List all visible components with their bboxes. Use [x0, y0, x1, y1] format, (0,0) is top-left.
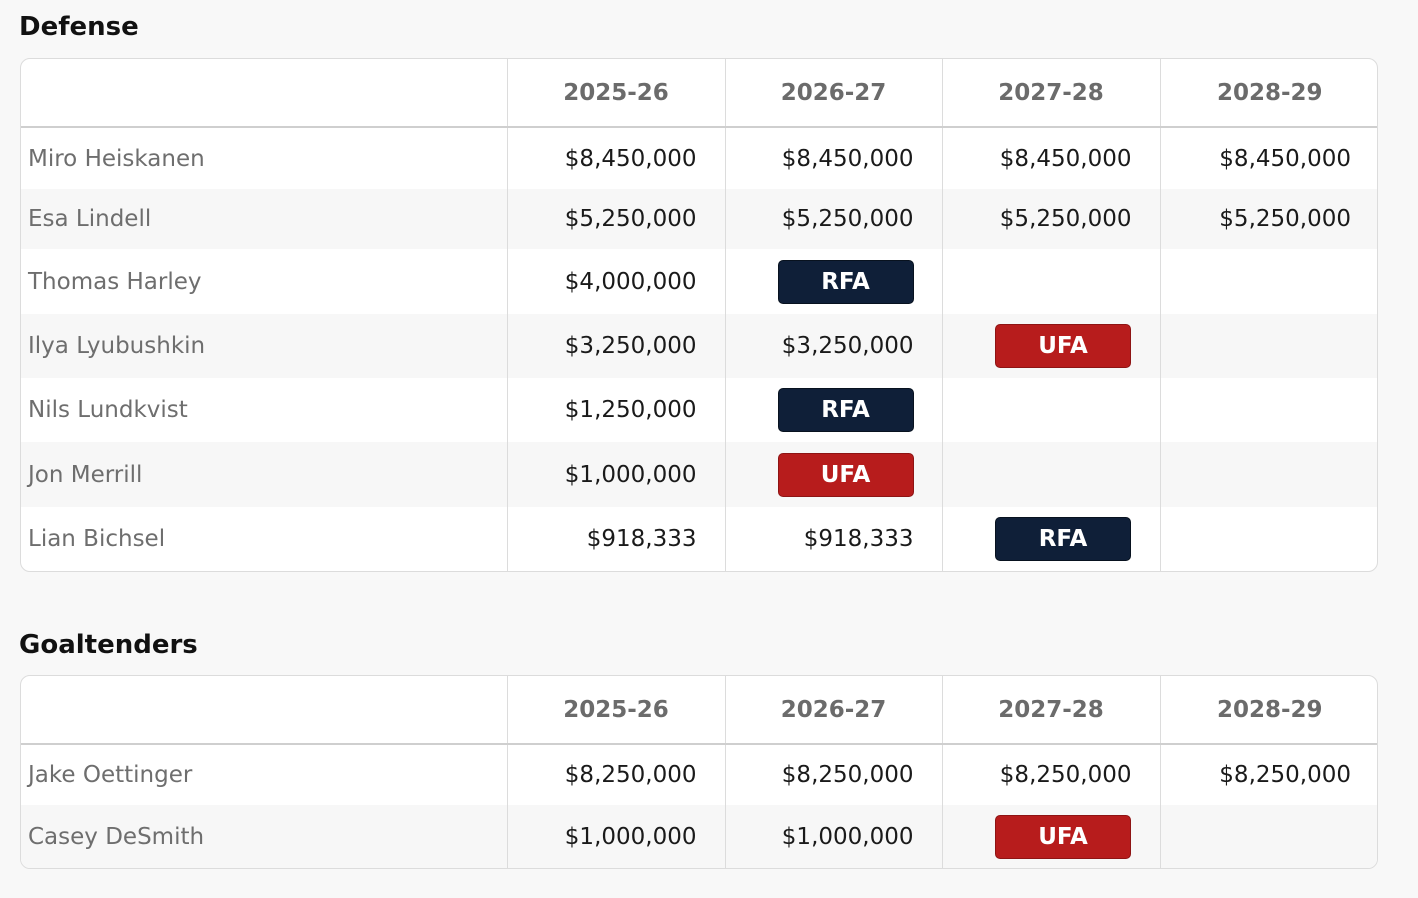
salary-cell: $1,000,000 [506, 442, 725, 507]
table-row: Lian Bichsel $918,333 $918,333 RFA [21, 507, 1377, 571]
empty-cell [941, 442, 1160, 507]
salary-cell: $5,250,000 [1159, 189, 1377, 249]
status-cell: RFA [724, 249, 942, 314]
goaltenders-table: 2025-26 2026-27 2027-28 2028-29 Jake Oet… [21, 676, 1377, 868]
defense-table: 2025-26 2026-27 2027-28 2028-29 Miro Hei… [21, 59, 1377, 571]
rfa-badge: RFA [777, 259, 914, 304]
table-row: Jake Oettinger $8,250,000 $8,250,000 $8,250… [21, 744, 1377, 805]
table-row: Miro Heiskanen $8,450,000 $8,450,000 $8,450… [21, 127, 1377, 189]
table-row: Ilya Lyubushkin $3,250,000 $3,250,000 UFA [21, 314, 1377, 378]
player-name-link[interactable]: Miro Heiskanen [28, 145, 205, 172]
status-cell: UFA [941, 805, 1160, 868]
player-name-link[interactable]: Jon Merrill [21, 442, 507, 507]
table-row: Jon Merrill $1,000,000 UFA [21, 442, 1377, 507]
empty-cell [1159, 507, 1377, 571]
section-title-goaltenders: Goaltenders [19, 630, 198, 660]
ufa-badge: UFA [995, 324, 1131, 368]
salary-cell: $5,250,000 [941, 189, 1160, 249]
defense-table-body: Miro Heiskanen $8,450,000 $8,450,000 $8,450… [21, 127, 1377, 571]
salary-cell: $5,250,000 [506, 189, 725, 249]
defense-table-card: 2025-26 2026-27 2027-28 2028-29 Miro Hei… [20, 58, 1378, 572]
salary-cell: $918,333 [724, 507, 942, 571]
empty-cell [1159, 442, 1377, 507]
header-player [21, 59, 507, 128]
table-header-row: 2025-26 2026-27 2027-28 2028-29 [21, 59, 1377, 128]
player-name-link[interactable]: Ilya Lyubushkin [21, 314, 507, 378]
salary-cell: $5,250,000 [724, 189, 942, 249]
salary-cell: $1,000,000 [506, 805, 725, 868]
table-header-row: 2025-26 2026-27 2027-28 2028-29 [21, 676, 1377, 745]
status-cell: UFA [724, 442, 942, 507]
empty-cell [1159, 314, 1377, 378]
salary-cell: $8,450,000 [506, 127, 725, 189]
ufa-badge: UFA [777, 452, 914, 497]
salary-cell: $4,000,000 [506, 249, 725, 314]
table-row: Esa Lindell $5,250,000 $5,250,000 $5,250,00… [21, 189, 1377, 249]
salary-cell: $3,250,000 [724, 314, 942, 378]
salary-cell: $8,250,000 [941, 744, 1160, 805]
empty-cell [1159, 378, 1377, 442]
player-name-link[interactable]: Thomas Harley [28, 268, 202, 295]
header-season[interactable]: 2027-28 [941, 59, 1160, 128]
empty-cell [941, 249, 1160, 314]
status-cell: UFA [941, 314, 1160, 378]
header-season[interactable]: 2028-29 [1159, 676, 1377, 745]
player-name-link[interactable]: Nils Lundkvist [28, 397, 188, 423]
empty-cell [1159, 805, 1377, 868]
header-season[interactable]: 2025-26 [506, 59, 725, 128]
header-season[interactable]: 2026-27 [724, 59, 942, 128]
goaltenders-table-card: 2025-26 2026-27 2027-28 2028-29 Jake Oet… [20, 675, 1378, 869]
player-name-link[interactable]: Lian Bichsel [28, 526, 166, 552]
salary-cell: $8,450,000 [941, 127, 1160, 189]
rfa-badge: RFA [777, 388, 914, 432]
status-cell: RFA [941, 507, 1160, 571]
player-name-link[interactable]: Jake Oettinger [28, 762, 193, 788]
salary-cell: $8,250,000 [1159, 744, 1377, 805]
rfa-badge: RFA [995, 517, 1131, 561]
salary-cell: $8,250,000 [724, 744, 942, 805]
header-season[interactable]: 2028-29 [1159, 59, 1377, 128]
salary-cell: $1,000,000 [724, 805, 942, 868]
table-row: Casey DeSmith $1,000,000 $1,000,000 UFA [21, 805, 1377, 868]
table-row: Thomas Harley $4,000,000 RFA [21, 249, 1377, 314]
empty-cell [1159, 249, 1377, 314]
header-season[interactable]: 2026-27 [724, 676, 942, 745]
empty-cell [941, 378, 1160, 442]
salary-cell: $8,450,000 [1159, 127, 1377, 189]
ufa-badge: UFA [995, 814, 1131, 859]
section-title-defense: Defense [19, 12, 139, 42]
header-season[interactable]: 2025-26 [506, 676, 725, 745]
goaltenders-table-body: Jake Oettinger $8,250,000 $8,250,000 $8,250… [21, 744, 1377, 868]
header-player [21, 676, 507, 745]
table-row: Nils Lundkvist $1,250,000 RFA [21, 378, 1377, 442]
salary-cell: $1,250,000 [506, 378, 725, 442]
salary-cell: $8,250,000 [506, 744, 725, 805]
salary-cell: $8,450,000 [724, 127, 942, 189]
header-season[interactable]: 2027-28 [941, 676, 1160, 745]
salary-cell: $918,333 [506, 507, 725, 571]
player-name-link[interactable]: Esa Lindell [21, 189, 507, 249]
salary-cell: $3,250,000 [506, 314, 725, 378]
status-cell: RFA [724, 378, 942, 442]
player-name-link[interactable]: Casey DeSmith [21, 805, 507, 868]
